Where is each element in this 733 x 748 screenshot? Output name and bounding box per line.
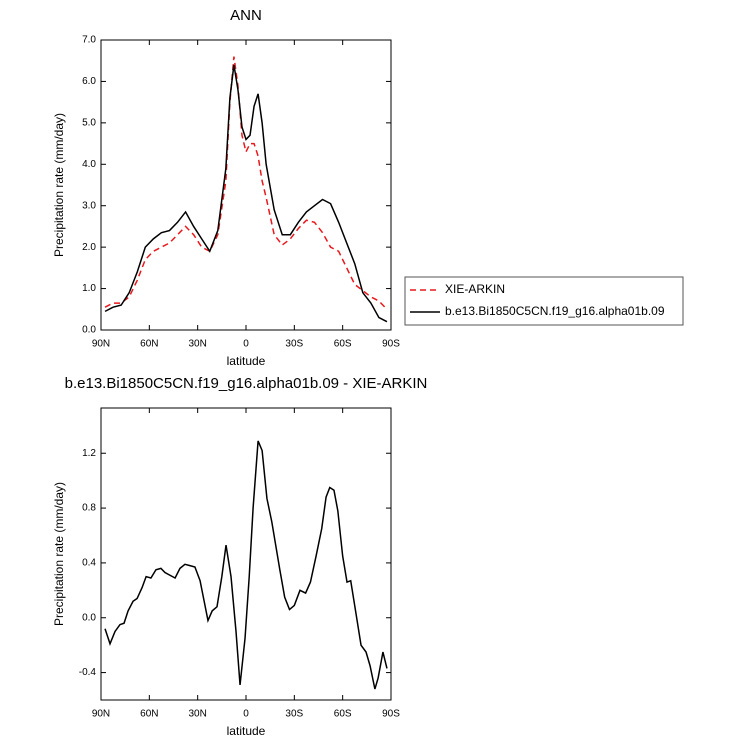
y-tick-label: 0.4 [82,558,96,569]
data-line [104,440,388,690]
data-line [104,64,388,323]
y-tick-label: 3.0 [82,200,96,211]
chart-title: ANN [230,7,262,24]
plot-frame [100,407,392,701]
y-tick-label: 0.0 [82,325,96,336]
x-tick-label: 0 [243,709,249,720]
x-tick-label: 90N [92,709,110,720]
x-tick-label: 60S [334,709,352,720]
x-tick-label: 30N [188,709,206,720]
y-axis-label: Precipitation rate (mm/day) [52,482,66,626]
x-axis-label: latitude [227,354,266,368]
y-tick-label: 0.8 [82,503,96,514]
legend-box [404,276,684,326]
x-tick-label: 90N [92,339,110,350]
y-tick-label: 4.0 [82,159,96,170]
y-tick-label: 1.0 [82,283,96,294]
x-tick-label: 30N [188,339,206,350]
x-tick-label: 30S [285,339,303,350]
legend-label: XIE-ARKIN [445,282,505,296]
x-tick-label: 30S [285,709,303,720]
y-tick-label: 7.0 [82,35,96,46]
x-tick-label: 90S [382,709,400,720]
y-tick-label: 2.0 [82,242,96,253]
x-tick-label: 90S [382,339,400,350]
plot-frame [100,39,392,331]
y-axis-label: Precipitation rate (mm/day) [52,113,66,257]
y-tick-label: -0.4 [79,667,97,678]
x-tick-label: 60N [140,339,158,350]
x-tick-label: 0 [243,339,249,350]
x-tick-label: 60N [140,709,158,720]
data-line [104,56,388,310]
y-tick-label: 0.0 [82,612,96,623]
chart-title: b.e13.Bi1850C5CN.f19_g16.alpha01b.09 - X… [65,375,428,392]
y-tick-label: 5.0 [82,117,96,128]
y-tick-label: 6.0 [82,76,96,87]
x-tick-label: 60S [334,339,352,350]
y-tick-label: 1.2 [82,448,96,459]
x-axis-label: latitude [227,724,266,738]
legend-label: b.e13.Bi1850C5CN.f19_g16.alpha01b.09 [445,304,665,318]
